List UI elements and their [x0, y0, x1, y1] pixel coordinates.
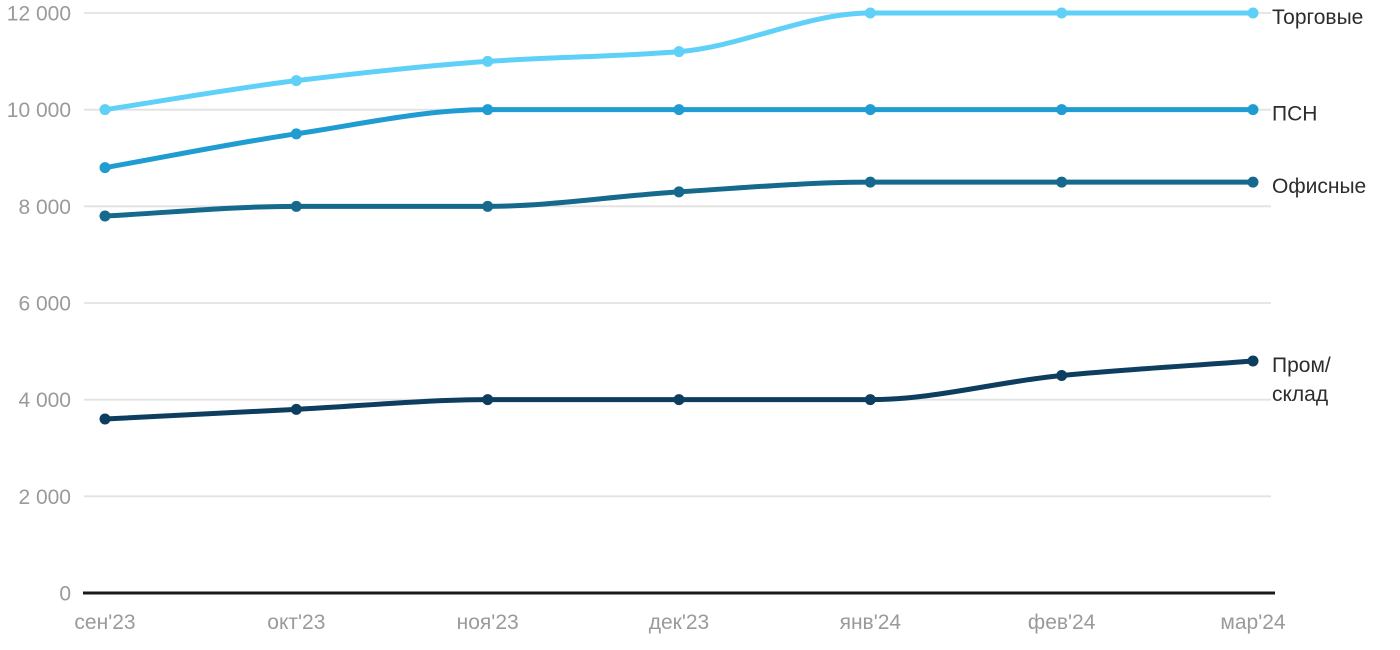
data-point[interactable] — [1247, 104, 1259, 116]
y-axis-tick-label: 0 — [59, 583, 71, 606]
data-point[interactable] — [673, 394, 685, 406]
legend-label: ПСН — [1272, 103, 1317, 126]
data-point[interactable] — [1056, 7, 1068, 19]
y-axis-tick-label: 10 000 — [7, 99, 71, 122]
data-point[interactable] — [99, 162, 111, 174]
data-point[interactable] — [864, 7, 876, 19]
data-point[interactable] — [99, 413, 111, 425]
data-point[interactable] — [1056, 176, 1068, 188]
data-point[interactable] — [99, 104, 111, 116]
x-axis-tick-label: сен'23 — [74, 611, 135, 634]
data-point[interactable] — [482, 104, 494, 116]
data-point[interactable] — [864, 394, 876, 406]
x-axis-tick-label: ноя'23 — [457, 611, 519, 634]
legend-label: Офисные — [1272, 175, 1366, 198]
data-point[interactable] — [482, 55, 494, 67]
data-point[interactable] — [864, 104, 876, 116]
data-point[interactable] — [482, 394, 494, 406]
x-axis-tick-label: фев'24 — [1028, 611, 1096, 634]
x-axis-tick-label: янв'24 — [840, 611, 902, 634]
data-point[interactable] — [99, 210, 111, 222]
y-axis-tick-label: 2 000 — [18, 486, 71, 509]
data-point[interactable] — [290, 200, 302, 212]
y-axis-tick-label: 4 000 — [18, 389, 71, 412]
x-axis-tick-label: дек'23 — [649, 611, 710, 634]
y-axis-tick-label: 12 000 — [7, 3, 71, 26]
data-point[interactable] — [482, 200, 494, 212]
data-point[interactable] — [1056, 104, 1068, 116]
legend-label: Пром/ — [1272, 354, 1331, 377]
data-point[interactable] — [864, 176, 876, 188]
x-axis-tick-label: окт'23 — [267, 611, 325, 634]
data-point[interactable] — [290, 128, 302, 140]
data-point[interactable] — [1247, 355, 1259, 367]
legend-label: склад — [1272, 383, 1328, 406]
data-point[interactable] — [1056, 370, 1068, 381]
data-point[interactable] — [290, 403, 302, 415]
series-line — [102, 10, 1256, 113]
data-point[interactable] — [673, 186, 685, 198]
data-point[interactable] — [290, 75, 302, 87]
data-point[interactable] — [673, 46, 685, 58]
y-axis-tick-label: 6 000 — [18, 293, 71, 316]
data-point[interactable] — [1247, 176, 1259, 188]
legend-label: Торговые — [1272, 6, 1363, 29]
data-point[interactable] — [673, 104, 685, 116]
data-point[interactable] — [1247, 7, 1259, 19]
x-axis-tick-label: мар'24 — [1220, 611, 1285, 634]
y-axis-tick-label: 8 000 — [18, 196, 71, 219]
series-line — [102, 358, 1256, 422]
series-line — [102, 107, 1256, 171]
